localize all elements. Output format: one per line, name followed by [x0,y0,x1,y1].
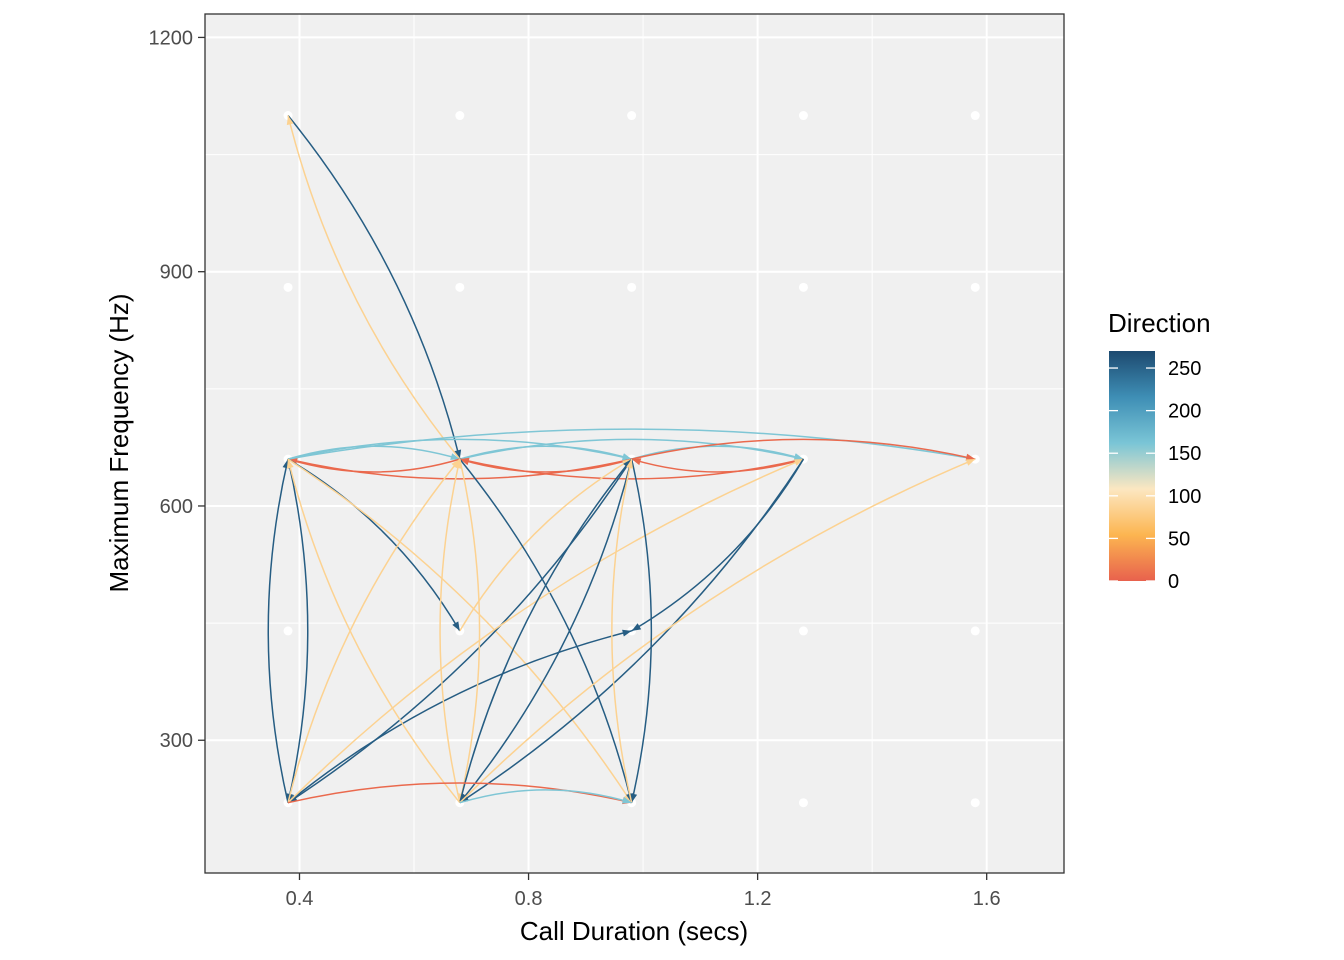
edge-arrowhead [452,621,460,631]
edge-curve [287,428,976,460]
node-point [970,626,980,636]
node-point [970,798,980,808]
x-axis-title: Call Duration (secs) [520,916,748,946]
legend-ticks: 0 50 100 150 200 250 [1109,358,1201,593]
edge-arrowhead [459,457,470,465]
edge-curve [287,115,461,460]
edge-arrowhead [622,629,632,637]
edge-arrowhead [450,453,460,460]
legend-title: Direction [1108,308,1211,338]
node-point [798,626,808,636]
edge-curve [459,458,633,803]
edge-curve [287,458,632,480]
edge-curve [459,445,632,460]
plot-panel [205,14,1064,873]
node-point [798,798,808,808]
legend-tick-label: 0 [1168,571,1179,593]
edge-curve [287,115,461,460]
legend: Direction 0 50 100 150 200 250 [1108,308,1211,593]
node-point [455,111,465,121]
edge-curve [287,782,632,804]
node-point [455,282,465,292]
edge-arrowhead [623,459,632,469]
node-point [627,111,637,121]
edge-curve [287,458,461,473]
edge-curve [459,438,804,460]
node-point [627,282,637,292]
edge-curve [287,458,461,632]
edge-arrowhead [286,459,294,469]
edge-curve [287,458,309,803]
edge-curve [287,458,633,804]
edge-curve [439,458,461,803]
edge-curve [459,458,804,480]
edge-arrowhead [622,796,632,804]
edge-arrowhead [630,793,638,803]
panel-border [204,13,1065,874]
legend-tick-label: 100 [1168,486,1201,508]
edge-curve [631,458,804,473]
edge-arrowhead [622,453,632,460]
edge-curve [459,458,633,803]
edge-arrowhead [454,449,462,460]
x-tick-label: 0.4 [286,888,314,910]
edge-curve [287,438,632,460]
edge-layer [267,115,976,805]
y-axis-title: Maximum Frequency (Hz) [104,293,134,592]
node-point [798,111,808,121]
edge-arrowhead [965,453,976,461]
legend-tick-label: 200 [1168,401,1201,423]
x-tick-label: 1.6 [973,888,1001,910]
edge-arrowhead [631,458,642,466]
edge-arrowhead [286,115,294,126]
edge-curve [459,789,632,804]
x-tick-label: 0.8 [515,888,543,910]
legend-tick-label: 50 [1168,528,1190,550]
node-point [970,111,980,121]
y-axis: 300 600 900 1200 [149,27,205,752]
edge-arrowhead [965,459,976,466]
edge-curve [287,458,804,804]
edge-curve [287,458,461,804]
edge-arrowhead [454,459,462,469]
edge-arrowhead [793,459,804,466]
edge-curve [631,445,804,460]
node-point [970,282,980,292]
y-tick-label: 900 [160,262,193,284]
node-point [283,626,293,636]
y-tick-label: 1200 [149,27,194,49]
edge-curve [459,458,633,804]
grid-major [205,14,1064,873]
node-point [798,282,808,292]
x-axis: 0.4 0.8 1.2 1.6 [286,873,1001,910]
edge-curve [459,458,481,803]
edge-curve [459,458,632,473]
legend-tick-label: 150 [1168,443,1201,465]
edge-curve [287,630,632,804]
edge-curve [631,438,976,460]
node-point [283,282,293,292]
edge-curve [611,458,633,803]
edge-curve [287,458,633,804]
edge-curve [459,458,976,804]
node-point [970,454,980,464]
y-tick-label: 300 [160,730,193,752]
edge-curve [630,458,653,803]
y-tick-label: 600 [160,496,193,518]
edge-arrowhead [451,459,460,469]
edge-curve [267,458,289,803]
legend-tick-label: 250 [1168,358,1201,380]
edge-arrowhead [626,459,633,469]
edge-curve [459,458,632,632]
edge-curve [631,458,805,632]
node-layer [283,111,980,808]
edge-arrowhead [631,623,642,631]
edge-curve [287,458,461,803]
x-tick-label: 1.2 [744,888,772,910]
edge-arrowhead [793,453,804,460]
legend-colorbar [1109,351,1155,581]
